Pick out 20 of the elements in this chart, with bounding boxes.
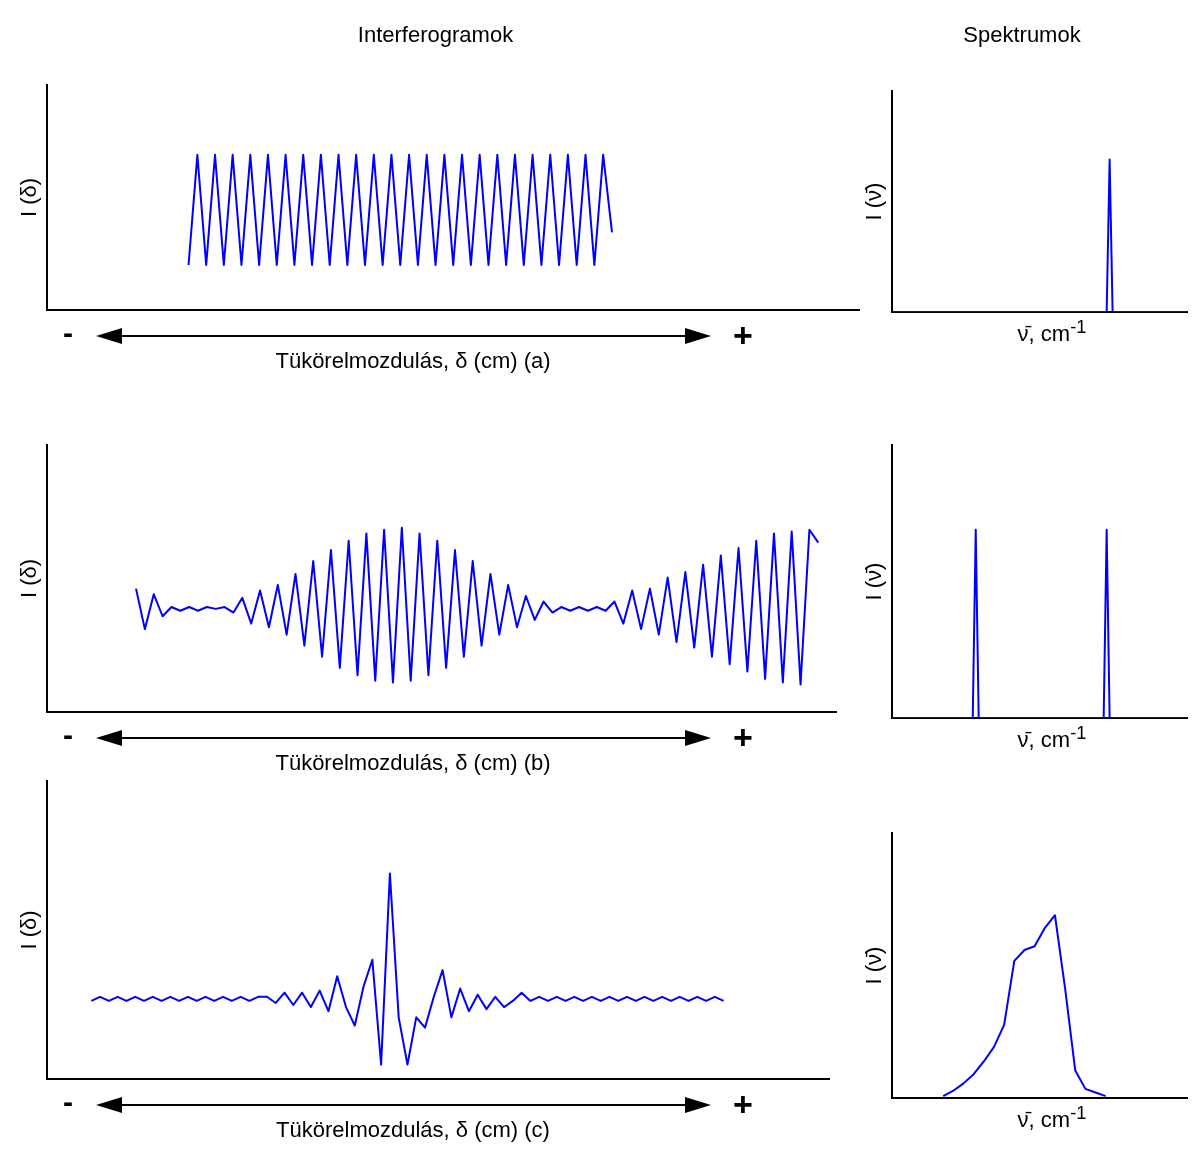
x-axis-title: ν̄, cm$^{-1}$ <box>1016 316 1088 348</box>
y-axis-title: I (δ) <box>16 910 42 950</box>
x-axis-title: Tükörelmozdulás, δ (cm) (a) <box>275 348 551 373</box>
text: - <box>63 316 73 350</box>
text: + <box>733 1085 753 1124</box>
text: + <box>733 718 753 757</box>
chart-title: Interferogramok <box>356 22 515 48</box>
chart-title: Spektrumok <box>962 22 1082 48</box>
text: - <box>63 1085 73 1119</box>
x-axis-title: ν̄, cm$^{-1}$ <box>1016 722 1088 754</box>
text: - <box>63 718 73 752</box>
text: + <box>733 316 753 355</box>
y-axis-title: I (δ) <box>16 177 42 218</box>
x-axis-title: ν̄, cm$^{-1}$ <box>1016 1102 1088 1134</box>
x-axis-title: Tükörelmozdulás, δ (cm) (b) <box>275 750 551 775</box>
y-axis-title: I (ν̄) <box>861 562 887 601</box>
x-axis-title: Tükörelmozdulás, δ (cm) (c) <box>276 1117 550 1142</box>
y-axis-title: I (δ) <box>16 558 42 599</box>
y-axis-title: I (ν̄) <box>861 946 887 985</box>
y-axis-title: I (ν̄) <box>861 182 887 221</box>
